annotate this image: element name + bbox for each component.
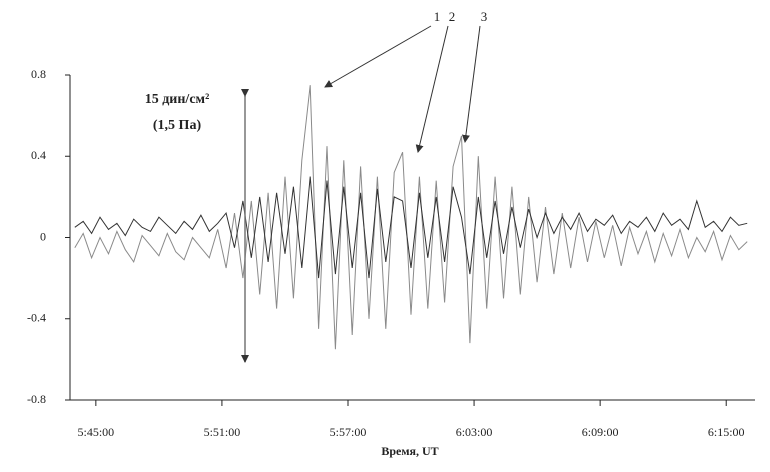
x-tick-label: 6:09:00 [582,425,619,439]
x-tick-label: 5:57:00 [330,425,367,439]
annotation-arrow [415,25,449,153]
annotation: 15 дин/см² [145,92,210,107]
annotation: 1 [434,9,441,24]
data-line [74,176,748,279]
y-tick-label: 0 [40,229,46,243]
annotation-arrow [461,25,481,143]
annotation: (1,5 Па) [153,118,202,133]
annotation: 2 [449,9,456,24]
y-tick-label: -0.4 [27,311,46,325]
x-tick-label: 6:03:00 [456,425,493,439]
annotation: 3 [481,9,488,24]
x-tick-label: 5:51:00 [204,425,241,439]
y-tick-label: 0.8 [31,67,46,81]
y-tick-label: -0.8 [27,392,46,406]
y-tick-label: 0.4 [31,148,46,162]
annotation-arrow [324,25,432,88]
data-line [74,85,748,350]
x-axis-label: Время, UT [381,444,438,458]
x-tick-label: 6:15:00 [708,425,745,439]
x-tick-label: 5:45:00 [78,425,115,439]
